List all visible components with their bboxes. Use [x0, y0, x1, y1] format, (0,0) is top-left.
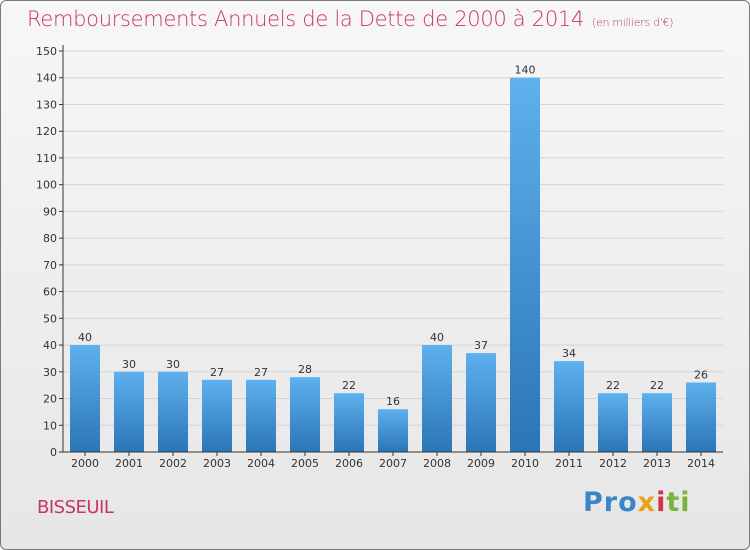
data-label: 22: [342, 379, 356, 392]
bar-chart: 0 10 20 30 40 50 60 70 80 90 100 110 120 130 140 150 20…: [36, 45, 723, 470]
x-tick-label: 2006: [335, 457, 363, 470]
x-tick-label: 2003: [203, 457, 231, 470]
x-tick-label: 2001: [115, 457, 143, 470]
y-tick-label: 100: [36, 179, 57, 192]
proxiti-logo: Proxiti: [583, 487, 691, 518]
x-tick-label: 2010: [511, 457, 539, 470]
y-tick-label: 80: [43, 232, 57, 245]
x-tick-label: 2008: [423, 457, 451, 470]
y-tick-label: 10: [43, 419, 57, 432]
bar-2001: [114, 371, 144, 452]
y-tick-label: 140: [36, 72, 57, 85]
data-label: 37: [474, 339, 488, 352]
data-label: 27: [254, 366, 268, 379]
bar-2000: [70, 345, 100, 452]
bar-2009: [466, 353, 496, 452]
x-tick-label: 2011: [555, 457, 583, 470]
data-label: 34: [562, 347, 576, 360]
chart-title: Remboursements Annuels de la Dette de 20…: [27, 7, 674, 31]
y-tick-label: 110: [36, 152, 57, 165]
y-tick-label: 150: [36, 45, 57, 58]
bar-2008: [422, 345, 452, 452]
y-tick-label: 50: [43, 312, 57, 325]
y-tick-label: 90: [43, 205, 57, 218]
data-label: 16: [386, 395, 400, 408]
bar-2010: [510, 77, 540, 452]
y-tick-label: 120: [36, 125, 57, 138]
bar-2011: [554, 361, 584, 452]
data-label: 27: [210, 366, 224, 379]
y-tick-label: 130: [36, 98, 57, 111]
y-tick-label: 70: [43, 259, 57, 272]
data-label: 22: [650, 379, 664, 392]
bar-2012: [598, 393, 628, 452]
data-label: 40: [78, 331, 92, 344]
bar-2003: [202, 379, 232, 452]
x-tick-label: 2005: [291, 457, 319, 470]
data-label: 26: [694, 368, 708, 381]
data-label: 28: [298, 363, 312, 376]
x-tick-label: 2000: [71, 457, 99, 470]
data-label: 40: [430, 331, 444, 344]
bar-2005: [290, 377, 320, 452]
bar-2007: [378, 409, 408, 452]
y-tick-label: 40: [43, 339, 57, 352]
chart-subtitle: (en milliers d'€): [592, 16, 674, 29]
y-tick-label: 0: [50, 446, 57, 459]
data-label: 30: [122, 358, 136, 371]
x-tick-label: 2013: [643, 457, 671, 470]
bar-2004: [246, 379, 276, 452]
bar-2006: [334, 393, 364, 452]
data-label: 22: [606, 379, 620, 392]
bar-2014: [686, 382, 716, 452]
bar-2002: [158, 371, 188, 452]
x-tick-label: 2004: [247, 457, 275, 470]
x-tick-label: 2014: [687, 457, 715, 470]
y-tick-label: 20: [43, 393, 57, 406]
data-label: 140: [515, 64, 536, 77]
y-tick-label: 60: [43, 286, 57, 299]
data-label: 30: [166, 358, 180, 371]
bar-2013: [642, 393, 672, 452]
y-tick-label: 30: [43, 366, 57, 379]
x-tick-label: 2009: [467, 457, 495, 470]
x-tick-label: 2012: [599, 457, 627, 470]
x-tick-label: 2007: [379, 457, 407, 470]
commune-name: BISSEUIL: [37, 497, 114, 518]
x-tick-label: 2002: [159, 457, 187, 470]
